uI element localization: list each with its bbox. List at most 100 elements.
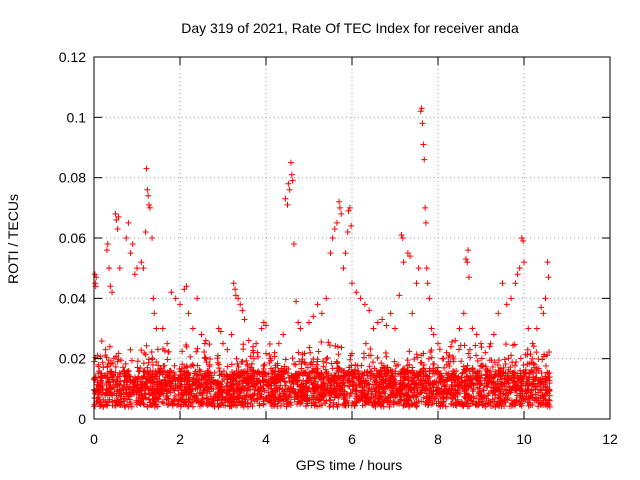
data-point [346,204,353,211]
data-point [235,295,242,302]
data-point [106,265,113,272]
data-point [258,325,265,332]
data-point [409,310,416,317]
data-point [241,316,248,323]
data-point [383,322,390,329]
data-point [520,238,527,245]
data-point [143,165,150,172]
data-point [280,331,287,338]
data-point [293,298,300,305]
data-point [202,337,209,344]
data-point [138,259,145,266]
data-point [183,283,190,290]
data-point [285,180,292,187]
data-point [366,307,373,314]
data-point [349,280,355,287]
data-point [150,295,157,302]
y-tick-label: 0.08 [59,170,86,186]
data-point [290,241,297,248]
data-point [529,340,536,347]
data-point [418,105,425,112]
data-point [263,322,269,329]
x-tick-label: 12 [602,431,618,447]
data-point [228,331,235,338]
data-point [426,295,433,302]
data-point [499,280,506,287]
data-point [512,280,519,287]
chart-title: Day 319 of 2021, Rate Of TEC Index for r… [181,20,519,36]
data-point [422,219,429,226]
data-point [144,186,151,193]
data-point [514,271,521,278]
data-point [490,331,497,338]
data-point [146,204,153,211]
data-point [329,235,336,241]
data-point [420,141,427,148]
data-point [419,120,426,127]
data-point [387,310,394,317]
data-point [217,328,224,335]
data-point [473,331,480,338]
data-point [232,292,239,299]
data-point [177,301,183,308]
data-point [462,256,469,263]
data-point [452,337,459,344]
x-axis-ticks: 0 2 4 6 8 10 12 [90,57,618,447]
data-point [478,340,484,347]
data-point [194,295,201,302]
data-point [140,265,147,272]
data-point [398,231,405,238]
data-point [345,207,352,214]
y-axis-label: ROTI / TECUs [5,194,21,284]
data-point [287,159,294,166]
data-point [542,295,549,302]
data-point [149,235,156,241]
data-point [127,250,134,257]
data-point [521,259,527,266]
data-point [413,280,420,287]
data-point [151,310,158,317]
data-point [282,195,289,202]
data-point [428,325,435,332]
data-point [159,325,166,332]
data-point [516,265,523,272]
data-point [306,319,312,326]
data-point [123,235,130,241]
data-point [460,310,467,317]
data-point [464,259,471,266]
data-point [533,325,540,332]
x-tick-label: 10 [516,431,532,447]
data-point [112,210,119,217]
data-point [525,325,532,332]
data-point [146,201,153,208]
data-point [333,219,340,226]
data-point [421,156,428,163]
y-tick-label: 0 [78,411,86,427]
data-point [342,250,349,257]
data-point [331,225,338,232]
data-point [129,241,136,248]
data-point [288,171,295,178]
data-point [103,247,110,254]
data-point [116,265,123,272]
data-point [336,198,343,205]
data-point [357,295,364,302]
data-point [392,325,398,332]
data-point [164,340,171,347]
data-point [417,108,424,115]
data-point [224,346,231,353]
data-point [284,201,291,208]
data-point [435,340,441,347]
data-point [115,213,122,220]
data-point [114,225,121,232]
data-point [153,325,160,332]
data-point [465,247,472,254]
data-point [404,250,411,257]
x-tick-label: 6 [348,431,356,447]
x-tick-label: 8 [434,431,442,447]
y-tick-label: 0.1 [67,109,87,125]
data-point [131,271,138,278]
y-tick-label: 0.12 [59,49,86,65]
data-point [104,241,111,248]
